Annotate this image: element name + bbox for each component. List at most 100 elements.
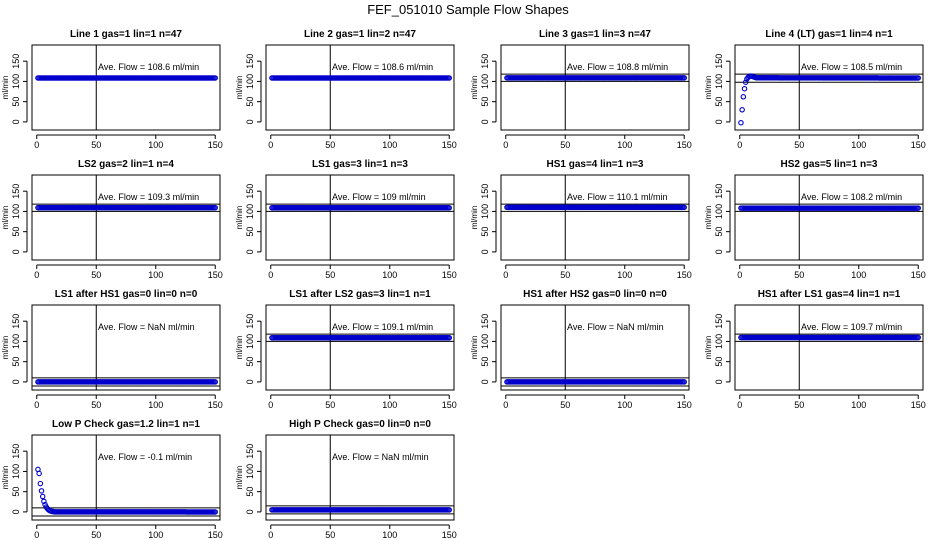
plot-frame	[31, 174, 221, 261]
y-tick-label: 50	[480, 357, 490, 367]
x-tick-label: 50	[91, 140, 101, 150]
y-tick-label: 100	[11, 334, 21, 349]
x-tick-label: 150	[677, 270, 692, 280]
panel-title: High P Check gas=0 lin=0 n=0	[289, 419, 431, 430]
y-tick-label: 150	[11, 314, 21, 329]
x-tick-label: 150	[208, 400, 223, 410]
y-axis-label: ml/min	[704, 76, 713, 100]
x-tick-label: 0	[503, 400, 508, 410]
average-flow-annotation: Ave. Flow = NaN ml/min	[332, 452, 429, 462]
panel-13: Low P Check gas=1.2 lin=1 n=1 0 50 100 150 0 5…	[1, 419, 223, 540]
x-tick-label: 50	[91, 400, 101, 410]
y-tick-label: 100	[480, 204, 490, 219]
average-flow-annotation: Ave. Flow = 109.7 ml/min	[801, 322, 902, 332]
x-tick-label: 150	[442, 140, 457, 150]
x-tick-label: 100	[148, 270, 163, 280]
y-tick-label: 50	[714, 227, 724, 237]
y-tick-label: 50	[11, 227, 21, 237]
y-tick-label: 100	[480, 334, 490, 349]
y-tick-label: 50	[245, 227, 255, 237]
panel-title: HS1 after LS1 gas=4 lin=1 n=1	[758, 289, 901, 300]
data-point	[915, 75, 921, 81]
y-tick-label: 0	[714, 379, 724, 384]
plot-frame	[265, 434, 455, 521]
x-tick-label: 50	[325, 140, 335, 150]
data-point	[446, 75, 452, 81]
y-tick-label: 150	[245, 184, 255, 199]
panel-2: Line 2 gas=1 lin=2 n=47 0 50 100 150 0 50 100 15…	[235, 29, 457, 150]
data-point	[739, 107, 745, 113]
y-tick-label: 150	[480, 314, 490, 329]
main-title: FEF_051010 Sample Flow Shapes	[367, 2, 569, 17]
y-axis-label: ml/min	[470, 206, 479, 230]
y-axis-label: ml/min	[704, 206, 713, 230]
x-tick-label: 0	[737, 270, 742, 280]
y-tick-label: 50	[11, 487, 21, 497]
data-point	[915, 205, 921, 211]
data-point	[446, 334, 452, 341]
plot-frame	[734, 174, 924, 261]
y-axis-label: ml/min	[235, 466, 244, 490]
x-tick-label: 100	[382, 400, 397, 410]
average-flow-annotation: Ave. Flow = 109.3 ml/min	[98, 192, 199, 202]
x-tick-label: 100	[617, 140, 632, 150]
data-point	[212, 75, 218, 81]
y-tick-label: 150	[714, 314, 724, 329]
x-tick-label: 100	[148, 140, 163, 150]
data-point	[446, 205, 452, 211]
average-flow-annotation: Ave. Flow = 109.1 ml/min	[332, 322, 433, 332]
y-tick-label: 150	[245, 54, 255, 69]
x-tick-label: 150	[911, 400, 926, 410]
panel-12: HS1 after LS1 gas=4 lin=1 n=1 0 50 100 150 0 5…	[704, 289, 926, 410]
y-axis-label: ml/min	[470, 336, 479, 360]
average-flow-annotation: Ave. Flow = NaN ml/min	[98, 322, 195, 332]
y-tick-label: 50	[714, 357, 724, 367]
plot-frame	[31, 304, 221, 391]
y-tick-label: 0	[480, 379, 490, 384]
y-tick-label: 100	[245, 204, 255, 219]
plot-frame	[265, 44, 455, 131]
data-point	[740, 94, 747, 100]
x-tick-label: 150	[208, 270, 223, 280]
data-point	[681, 379, 687, 385]
x-tick-label: 100	[851, 270, 866, 280]
x-tick-label: 0	[503, 270, 508, 280]
y-tick-label: 0	[11, 249, 21, 254]
average-flow-annotation: Ave. Flow = -0.1 ml/min	[98, 452, 192, 462]
panel-title: Line 3 gas=1 lin=3 n=47	[539, 29, 651, 40]
average-flow-annotation: Ave. Flow = 108.5 ml/min	[801, 62, 902, 72]
y-tick-label: 150	[11, 184, 21, 199]
y-tick-label: 0	[480, 249, 490, 254]
plot-frame	[500, 304, 690, 391]
x-tick-label: 100	[382, 140, 397, 150]
x-tick-label: 100	[851, 140, 866, 150]
panel-11: HS1 after HS2 gas=0 lin=0 n=0 0 50 100 150 0 5…	[470, 289, 692, 410]
data-point	[915, 334, 921, 341]
plot-frame	[31, 44, 221, 131]
average-flow-annotation: Ave. Flow = 110.1 ml/min	[567, 192, 667, 202]
y-tick-label: 150	[11, 444, 21, 459]
x-tick-label: 0	[34, 530, 39, 540]
y-tick-label: 50	[480, 227, 490, 237]
average-flow-annotation: Ave. Flow = 109 ml/min	[332, 192, 426, 202]
x-tick-label: 150	[208, 140, 223, 150]
data-point	[37, 480, 44, 487]
x-tick-label: 50	[794, 400, 804, 410]
y-tick-label: 100	[11, 464, 21, 479]
y-axis-label: ml/min	[704, 336, 713, 360]
data-point	[36, 470, 42, 477]
x-tick-label: 50	[325, 400, 335, 410]
panel-7: HS1 gas=4 lin=1 n=30 50 100 150050100150ml/…	[470, 159, 692, 280]
y-tick-label: 0	[245, 509, 255, 514]
x-tick-label: 150	[677, 400, 692, 410]
data-point	[446, 507, 452, 513]
x-tick-label: 50	[91, 530, 101, 540]
y-axis-label: ml/min	[1, 76, 10, 100]
panel-title: HS2 gas=5 lin=1 n=3	[781, 159, 878, 170]
panel-title: LS1 after HS1 gas=0 lin=0 n=0	[55, 289, 198, 300]
y-axis-label: ml/min	[1, 336, 10, 360]
x-tick-label: 100	[617, 270, 632, 280]
y-tick-label: 150	[714, 54, 724, 69]
y-axis-label: ml/min	[1, 206, 10, 230]
data-point	[681, 75, 687, 81]
